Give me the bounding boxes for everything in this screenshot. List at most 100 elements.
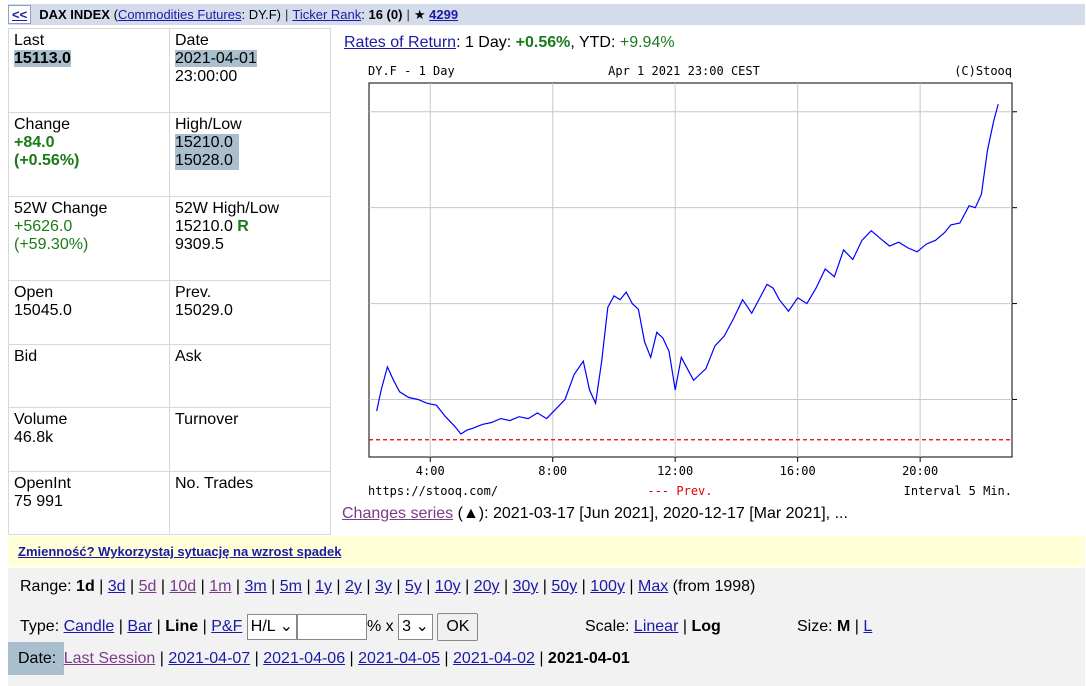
range-link-10y[interactable]: 10y — [434, 578, 461, 595]
count-select[interactable]: 3 ⌄ — [398, 614, 433, 640]
x-tick-label: 4:00 — [416, 464, 445, 478]
type-row: Type: Candle | Bar | Line | P&F H/L ⌄% x… — [20, 613, 479, 641]
date-row: Date: Last Session | 2021-04-07 | 2021-0… — [8, 642, 630, 675]
x-tick-label: 16:00 — [780, 464, 816, 478]
ticker-rank-value: 16 (0) — [368, 7, 403, 22]
type-pf-link[interactable]: P&F — [211, 618, 243, 636]
range-link-2y[interactable]: 2y — [345, 578, 362, 595]
range-link-50y[interactable]: 50y — [551, 578, 578, 595]
date-label: Date: — [8, 642, 64, 675]
quote-table: Last 15113.0 Date 2021-04-01 23:00:00 Chang… — [8, 28, 331, 535]
range-link-30y[interactable]: 30y — [512, 578, 539, 595]
prev-cell: Prev. 15029.0 — [169, 280, 331, 345]
range-link-1y[interactable]: 1y — [315, 578, 332, 595]
category-link[interactable]: Commodities Futures — [117, 7, 242, 22]
x-tick-label: 12:00 — [657, 464, 693, 478]
ticker-rank-link[interactable]: Ticker Rank — [292, 7, 362, 22]
change-cell: Change +84.0 (+0.56%) — [8, 112, 170, 197]
hl-select[interactable]: H/L ⌄ — [246, 614, 297, 640]
size-m-current: M — [837, 618, 851, 635]
percent-input[interactable] — [296, 614, 367, 640]
high-value: 15210.0 — [175, 134, 233, 151]
instrument-title: DAX INDEX — [39, 7, 110, 22]
w52-hl-cell: 52W High/Low 15210.0 R 9309.5 — [169, 196, 331, 281]
type-candle-link[interactable]: Candle — [63, 618, 115, 636]
highlow-cell: High/Low 15210.0 15028.0 — [169, 112, 331, 197]
last-session-link[interactable]: Last Session — [63, 650, 156, 667]
controls-panel: Range: 1d | 3d | 5d | 10d | 1m | 3m | 5m… — [8, 568, 1085, 686]
promo-link[interactable]: Zmienność? Wykorzystaj sytuację na wzros… — [18, 544, 342, 559]
chart-title-center: Apr 1 2021 23:00 CEST — [608, 64, 760, 78]
volume-cell: Volume 46.8k — [8, 407, 170, 472]
range-link-100y[interactable]: 100y — [590, 578, 625, 595]
ror-ytd: +9.94% — [619, 34, 675, 51]
chevron-down-icon: ⌄ — [415, 618, 429, 635]
date-link-2021-04-02[interactable]: 2021-04-02 — [453, 650, 535, 667]
star-count-link[interactable]: 4299 — [429, 7, 459, 22]
header-bar: << DAX INDEX (Commodities Futures: DY.F)… — [8, 4, 1085, 25]
chart-title-right: (C)Stooq — [954, 64, 1012, 78]
date-link-2021-04-06[interactable]: 2021-04-06 — [263, 650, 346, 667]
range-link-5m[interactable]: 5m — [279, 578, 303, 595]
bid-cell: Bid — [8, 344, 170, 408]
range-link-5d[interactable]: 5d — [138, 578, 157, 595]
time-value: 23:00:00 — [175, 68, 238, 85]
scale-control: Scale: Linear | Log — [585, 618, 721, 635]
chart-footer-center: --- Prev. — [647, 484, 712, 498]
range-row: Range: 1d | 3d | 5d | 10d | 1m | 3m | 5m… — [20, 578, 756, 595]
chart-footer-left: https://stooq.com/ — [368, 484, 498, 498]
last-cell: Last 15113.0 — [8, 28, 170, 113]
gridlines — [369, 83, 1017, 462]
rates-of-return-link[interactable]: Rates of Return — [344, 34, 457, 51]
back-button[interactable]: << — [8, 5, 32, 24]
ok-button[interactable]: OK — [437, 613, 479, 641]
last-value: 15113.0 — [14, 50, 71, 67]
range-link-3d[interactable]: 3d — [107, 578, 126, 595]
range-link-10d[interactable]: 10d — [169, 578, 197, 595]
date-value: 2021-04-01 — [175, 50, 257, 67]
open-value: 15045.0 — [14, 302, 72, 319]
x-axis-labels: 4:00 8:00 12:00 16:00 20:00 — [416, 464, 938, 478]
rates-of-return: Rates of Return: 1 Day: +0.56%, YTD: +9.… — [344, 34, 675, 51]
scale-linear-link[interactable]: Linear — [633, 618, 679, 635]
promo-banner: Zmienność? Wykorzystaj sytuację na wzros… — [8, 536, 1085, 567]
w52-high-value: 15210.0 — [175, 218, 233, 235]
w52-record-mark: R — [237, 218, 249, 235]
changes-series: Changes series (▲): 2021-03-17 [Jun 2021… — [342, 505, 848, 522]
w52-change-cell: 52W Change +5626.0 (+59.30%) — [8, 196, 170, 281]
openint-value: 75 991 — [14, 493, 63, 510]
range-link-3y[interactable]: 3y — [374, 578, 392, 595]
star-icon: ★ — [413, 6, 426, 22]
range-link-3m[interactable]: 3m — [244, 578, 267, 595]
size-control: Size: M | L — [797, 618, 873, 635]
type-bar-link[interactable]: Bar — [127, 618, 153, 636]
range-current: 1d — [76, 578, 95, 595]
change-value: +84.0 — [14, 134, 55, 151]
range-link-20y[interactable]: 20y — [473, 578, 500, 595]
price-chart[interactable]: DY.F - 1 Day Apr 1 2021 23:00 CEST (C)St… — [340, 58, 1020, 503]
w52-low-value: 9309.5 — [175, 236, 224, 253]
chart-title-left: DY.F - 1 Day — [368, 64, 455, 78]
chevron-down-icon: ⌄ — [279, 618, 293, 635]
range-link-max[interactable]: Max — [638, 578, 669, 595]
w52-change-pct: (+59.30%) — [14, 236, 89, 253]
plot-frame — [368, 82, 1013, 458]
open-cell: Open 15045.0 — [8, 280, 170, 345]
type-line-current: Line — [165, 618, 199, 636]
ror-day: +0.56% — [515, 34, 571, 51]
low-value: 15028.0 — [175, 152, 233, 169]
price-line — [376, 103, 999, 435]
date-link-2021-04-07[interactable]: 2021-04-07 — [168, 650, 251, 667]
date-link-2021-04-05[interactable]: 2021-04-05 — [358, 650, 440, 667]
date-links: | 2021-04-07 | 2021-04-06 | 2021-04-05 |… — [159, 650, 535, 667]
x-tick-label: 20:00 — [902, 464, 938, 478]
trades-cell: No. Trades — [169, 471, 331, 535]
date-cell: Date 2021-04-01 23:00:00 — [169, 28, 331, 113]
volume-value: 46.8k — [14, 429, 54, 446]
x-tick-label: 8:00 — [538, 464, 567, 478]
range-link-5y[interactable]: 5y — [404, 578, 422, 595]
changes-series-link[interactable]: Changes series — [342, 505, 454, 522]
openint-cell: OpenInt 75 991 — [8, 471, 170, 535]
size-l-link[interactable]: L — [863, 618, 873, 635]
range-link-1m[interactable]: 1m — [209, 578, 232, 595]
